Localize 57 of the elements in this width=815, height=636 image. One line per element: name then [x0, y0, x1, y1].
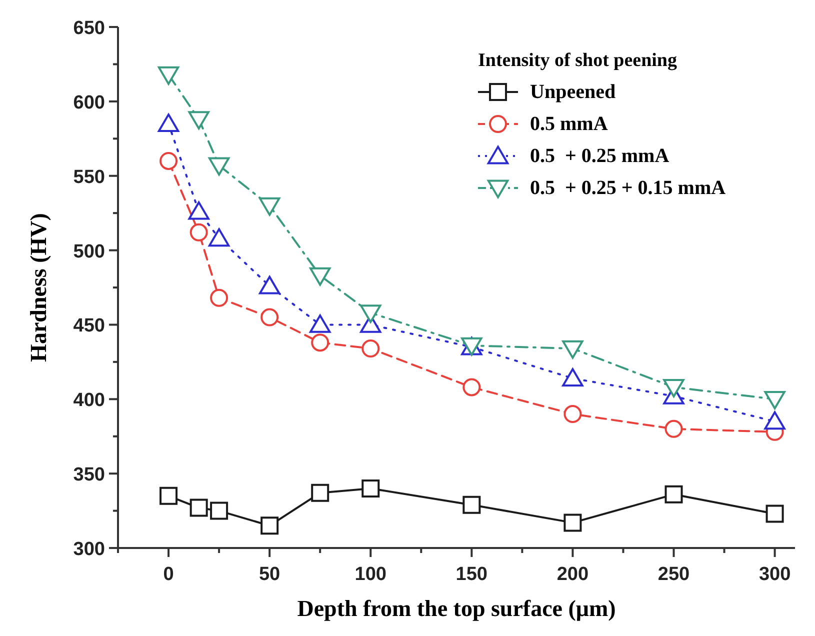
y-tick-label: 650: [73, 18, 105, 39]
point: [258, 197, 280, 216]
legend-label: 0.5 mmA: [530, 113, 608, 135]
point: [210, 288, 228, 307]
legend-title: Intensity of shot peening: [478, 50, 678, 71]
point: [564, 514, 582, 532]
point: [158, 114, 180, 132]
x-tick-label: 200: [556, 564, 589, 585]
point: [190, 498, 208, 517]
point: [160, 152, 178, 170]
point: [258, 276, 280, 294]
point: [208, 228, 230, 247]
y-tick-label: 300: [73, 539, 105, 560]
x-axis-title: Depth from the top surface (μm): [297, 596, 616, 621]
y-axis-title: Hardness (HV): [26, 213, 51, 362]
point: [188, 201, 210, 220]
point: [190, 223, 208, 242]
point: [764, 390, 786, 410]
y-tick-label: 500: [73, 241, 105, 262]
legend-label: 0.5 + 0.25 + 0.15 mmA: [530, 177, 726, 199]
point: [309, 267, 331, 286]
point: [208, 157, 230, 176]
point: [160, 486, 178, 505]
point: [562, 340, 584, 359]
point: [158, 66, 180, 85]
x-tick-label: 50: [258, 564, 280, 585]
legend-label: 0.5 + 0.25 mmA: [530, 145, 670, 167]
point: [664, 485, 683, 504]
point: [311, 484, 330, 502]
point: [360, 304, 382, 324]
x-tick-label: 0: [163, 564, 174, 585]
y-tick-label: 550: [73, 166, 105, 188]
y-tick-label: 350: [73, 464, 105, 486]
point: [462, 496, 481, 514]
point: [664, 420, 683, 438]
x-tick-label: 300: [758, 564, 791, 585]
legend-label: Unpeened: [530, 81, 616, 103]
point: [311, 334, 330, 352]
point: [462, 378, 481, 396]
point: [564, 405, 582, 424]
x-tick-label: 250: [658, 564, 690, 585]
point: [188, 111, 210, 130]
point: [362, 479, 380, 498]
point: [764, 411, 786, 430]
y-tick-label: 600: [73, 92, 105, 114]
y-tick-label: 450: [73, 316, 105, 337]
point: [562, 368, 584, 387]
point: [210, 502, 228, 520]
x-tick-label: 150: [456, 564, 488, 585]
point: [260, 516, 279, 535]
point: [663, 379, 684, 398]
point: [362, 340, 380, 358]
x-tick-label: 100: [354, 564, 386, 585]
point: [766, 504, 784, 523]
point: [309, 314, 331, 333]
y-tick-label: 400: [73, 390, 105, 412]
point: [260, 308, 279, 326]
